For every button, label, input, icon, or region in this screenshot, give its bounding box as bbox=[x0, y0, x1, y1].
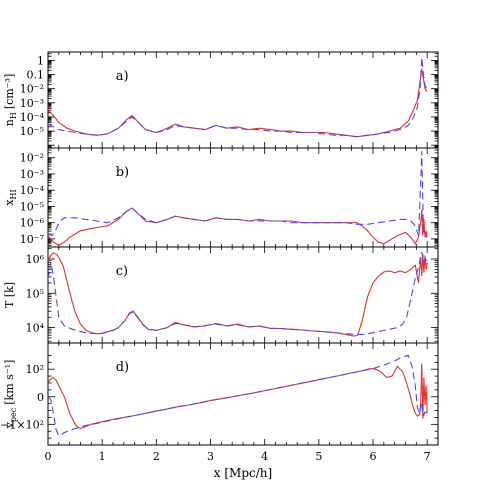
series-group bbox=[48, 354, 428, 437]
panels-layer: 10.110⁻²10⁻³10⁻⁴10⁻⁵nH[cm⁻³] a)10⁻²10⁻³10… bbox=[0, 51, 439, 463]
y-axis-label: T [k] bbox=[3, 282, 16, 308]
panel-tag: c) bbox=[116, 264, 128, 279]
series-solid-line bbox=[48, 68, 428, 138]
panel-tag: a) bbox=[116, 69, 129, 84]
y-tick-label: 10⁻⁷ bbox=[20, 233, 45, 246]
y-tick-label: 10⁻³ bbox=[20, 97, 44, 110]
series-dashed-line bbox=[48, 151, 428, 238]
x-axis-label: x [Mpc/h] bbox=[214, 466, 272, 480]
y-axis-label-unit: [km s⁻¹] bbox=[3, 360, 16, 405]
panel-3: 10⁶ 10⁵ 10⁴ T [k] c) bbox=[3, 246, 439, 344]
y-axis-label-main: x bbox=[3, 199, 16, 206]
y-tick-label: 10⁻² bbox=[20, 83, 44, 96]
series-group bbox=[48, 251, 428, 337]
y-axis-label: vpec [km s⁻¹] bbox=[3, 360, 18, 430]
y-tick-label: 0.1 bbox=[27, 69, 45, 82]
y-tick-label: −1×10² bbox=[0, 418, 44, 431]
y-axis-label-main: v bbox=[3, 421, 16, 429]
x-axis: x [Mpc/h] bbox=[214, 466, 272, 480]
series-solid-line bbox=[48, 252, 428, 337]
x-tick-label: 3 bbox=[207, 450, 214, 463]
series-group bbox=[48, 151, 428, 247]
series-dashed-line bbox=[48, 354, 428, 437]
y-tick-label: 10⁵ bbox=[26, 287, 44, 300]
y-tick-label: 10⁻³ bbox=[20, 168, 44, 181]
y-tick-label: 10⁻² bbox=[20, 152, 44, 165]
series-solid-line bbox=[48, 207, 428, 247]
y-tick-label: 10² bbox=[26, 363, 44, 376]
y-tick-label: 10⁻⁶ bbox=[20, 217, 45, 230]
y-tick-label: 10⁻⁵ bbox=[20, 200, 44, 213]
series-solid-line bbox=[48, 363, 428, 430]
y-axis-label: nH [cm⁻³] bbox=[3, 74, 18, 126]
y-axis-label: xHI bbox=[3, 189, 18, 205]
y-axis-label-main: n bbox=[3, 119, 16, 126]
y-tick-label: 10⁶ bbox=[26, 253, 45, 266]
y-axis-label-unit: [cm⁻³] bbox=[3, 74, 16, 109]
panel-tag: d) bbox=[116, 360, 129, 375]
y-axis-label-main: T [k] bbox=[3, 282, 16, 308]
panel-tag: b) bbox=[116, 165, 129, 180]
y-tick-label: 1 bbox=[37, 54, 44, 67]
y-tick-label: 10⁻⁴ bbox=[20, 111, 45, 124]
x-tick-label: 2 bbox=[153, 450, 160, 463]
y-tick-label: 0 bbox=[37, 391, 44, 404]
panel-frame bbox=[47, 147, 439, 248]
series-dashed-line bbox=[48, 251, 428, 335]
y-axis-label-subscript: HI bbox=[9, 189, 18, 199]
y-tick-label: 10⁴ bbox=[26, 322, 45, 335]
y-tick-label: 10⁻⁴ bbox=[20, 184, 45, 197]
x-tick-label: 4 bbox=[261, 450, 268, 463]
series-group bbox=[48, 57, 428, 138]
x-tick-label: 7 bbox=[424, 450, 431, 463]
x-tick-label: 6 bbox=[370, 450, 377, 463]
y-axis-label-subscript: H bbox=[9, 112, 18, 119]
x-tick-label: 5 bbox=[315, 450, 322, 463]
panel-1: 1 0.110⁻²10⁻³10⁻⁴10⁻⁵ nH [cm⁻³] a) bbox=[3, 51, 439, 149]
series-dashed-line bbox=[48, 57, 428, 138]
panel-frame bbox=[47, 246, 439, 344]
y-axis-label-subscript: pec bbox=[9, 407, 18, 422]
panel-frame bbox=[47, 342, 439, 446]
x-tick-label: 0 bbox=[45, 450, 52, 463]
y-tick-label: 10⁻⁵ bbox=[20, 125, 44, 138]
x-tick-label: 1 bbox=[99, 450, 106, 463]
panel-2: 10⁻² 10⁻³ 10⁻⁴ 10⁻⁵ 10⁻⁶ 10⁻⁷ xHI b) bbox=[3, 147, 439, 248]
